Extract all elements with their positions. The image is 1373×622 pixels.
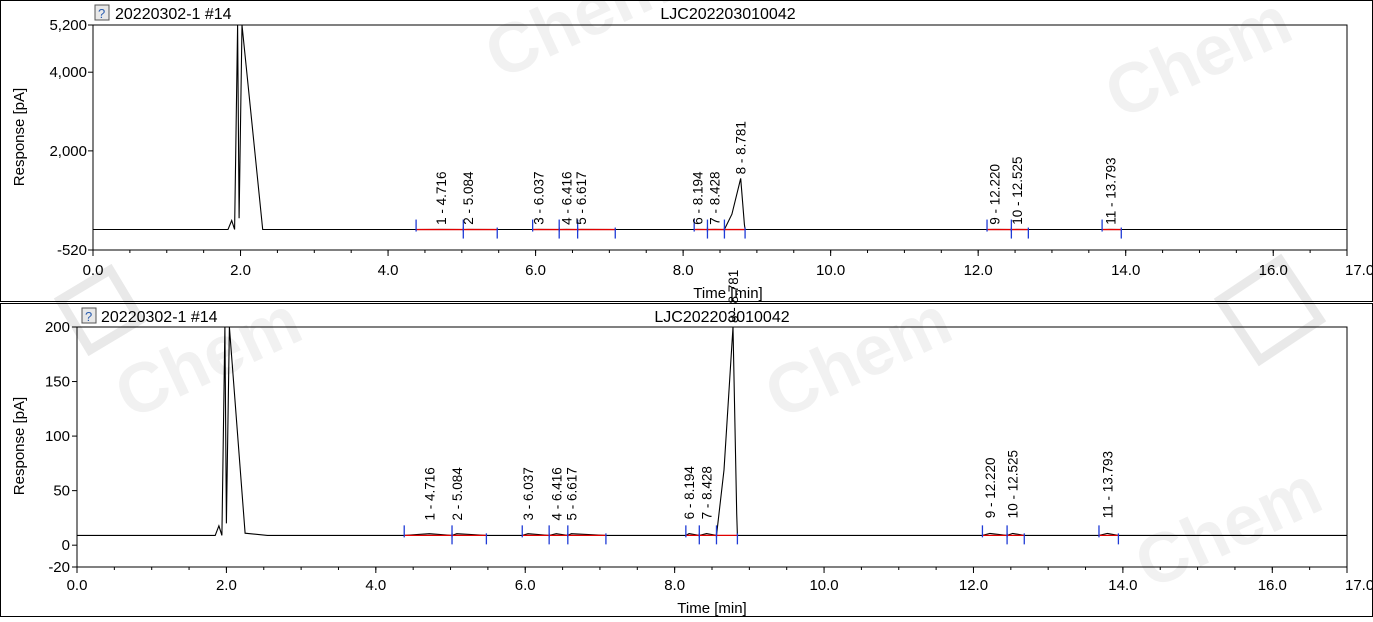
peak-label: 3 - 6.037 [521, 467, 536, 520]
x-tick-label: 8.0 [664, 577, 685, 594]
x-tick-label: 12.0 [959, 577, 988, 594]
y-tick-label: -20 [48, 559, 70, 576]
y-axis-label: Response [pA] [11, 397, 28, 495]
peak-label: 5 - 6.617 [564, 467, 579, 520]
peak-label: 3 - 6.037 [531, 171, 546, 224]
question-mark-icon: ? [95, 5, 109, 21]
watermark-text: Chem [1093, 0, 1302, 134]
x-tick-label: 10.0 [809, 577, 838, 594]
y-tick-label: 5,200 [49, 17, 87, 34]
watermark-text: Chem [473, 0, 682, 94]
peak-label: 1 - 4.716 [434, 172, 449, 225]
x-tick-label: 12.0 [964, 262, 993, 279]
x-tick-label: 17.0 [1345, 262, 1373, 279]
svg-text:?: ? [98, 6, 105, 21]
peak-label: 7 - 8.428 [708, 172, 723, 225]
question-mark-icon: ? [82, 308, 96, 324]
x-tick-label: 0.0 [83, 262, 104, 279]
peak-label: 10 - 12.525 [1010, 156, 1025, 224]
y-tick-label: 150 [45, 374, 70, 391]
y-tick-label: -520 [57, 242, 87, 259]
peak-label: 7 - 8.428 [700, 466, 715, 519]
injection-title: LJC202203010042 [660, 6, 795, 23]
peak-label: 2 - 5.084 [450, 467, 465, 521]
y-tick-label: 100 [45, 428, 70, 445]
peak-label: 4 - 6.416 [549, 467, 564, 520]
peak-label: 9 - 12.220 [983, 457, 998, 518]
x-tick-label: 2.0 [216, 577, 237, 594]
peak-label: 6 - 8.194 [682, 466, 697, 520]
y-tick-label: 0 [62, 537, 70, 554]
peak-label: 8 - 8.781 [726, 270, 741, 323]
peak-label: 10 - 12.525 [1006, 450, 1021, 518]
y-tick-label: 200 [45, 319, 70, 336]
x-tick-label: 4.0 [365, 577, 386, 594]
peak-label: 11 - 13.793 [1100, 451, 1115, 518]
x-tick-label: 14.0 [1111, 262, 1140, 279]
x-tick-label: 16.0 [1258, 577, 1287, 594]
peak-label: 1 - 4.716 [422, 467, 437, 520]
svg-text:?: ? [85, 309, 92, 324]
x-tick-label: 4.0 [378, 262, 399, 279]
peak-label: 9 - 12.220 [987, 164, 1002, 225]
x-tick-label: 8.0 [673, 262, 694, 279]
y-tick-label: 2,000 [49, 143, 87, 160]
x-axis-label: Time [min] [677, 600, 746, 617]
x-tick-label: 2.0 [230, 262, 251, 279]
x-tick-label: 14.0 [1108, 577, 1137, 594]
watermark-text: Chem [1123, 451, 1332, 604]
injection-title: LJC202203010042 [654, 309, 789, 326]
x-tick-label: 10.0 [816, 262, 845, 279]
peak-label: 5 - 6.617 [574, 172, 589, 225]
peak-label: 4 - 6.416 [559, 172, 574, 225]
peak-label: 11 - 13.793 [1103, 157, 1118, 224]
sample-label: 20220302-1 #14 [101, 309, 218, 326]
peak-label: 6 - 8.194 [690, 171, 705, 225]
peak-label: 2 - 5.084 [461, 171, 476, 225]
x-tick-label: 16.0 [1259, 262, 1288, 279]
y-axis-label: Response [pA] [11, 88, 28, 186]
sample-label: 20220302-1 #14 [115, 6, 232, 23]
x-tick-label: 0.0 [67, 577, 88, 594]
y-tick-label: 4,000 [49, 64, 87, 81]
peak-label: 8 - 8.781 [734, 121, 749, 174]
x-tick-label: 6.0 [525, 262, 546, 279]
y-tick-label: 50 [53, 483, 70, 500]
x-tick-label: 6.0 [515, 577, 536, 594]
x-tick-label: 17.0 [1345, 577, 1373, 594]
